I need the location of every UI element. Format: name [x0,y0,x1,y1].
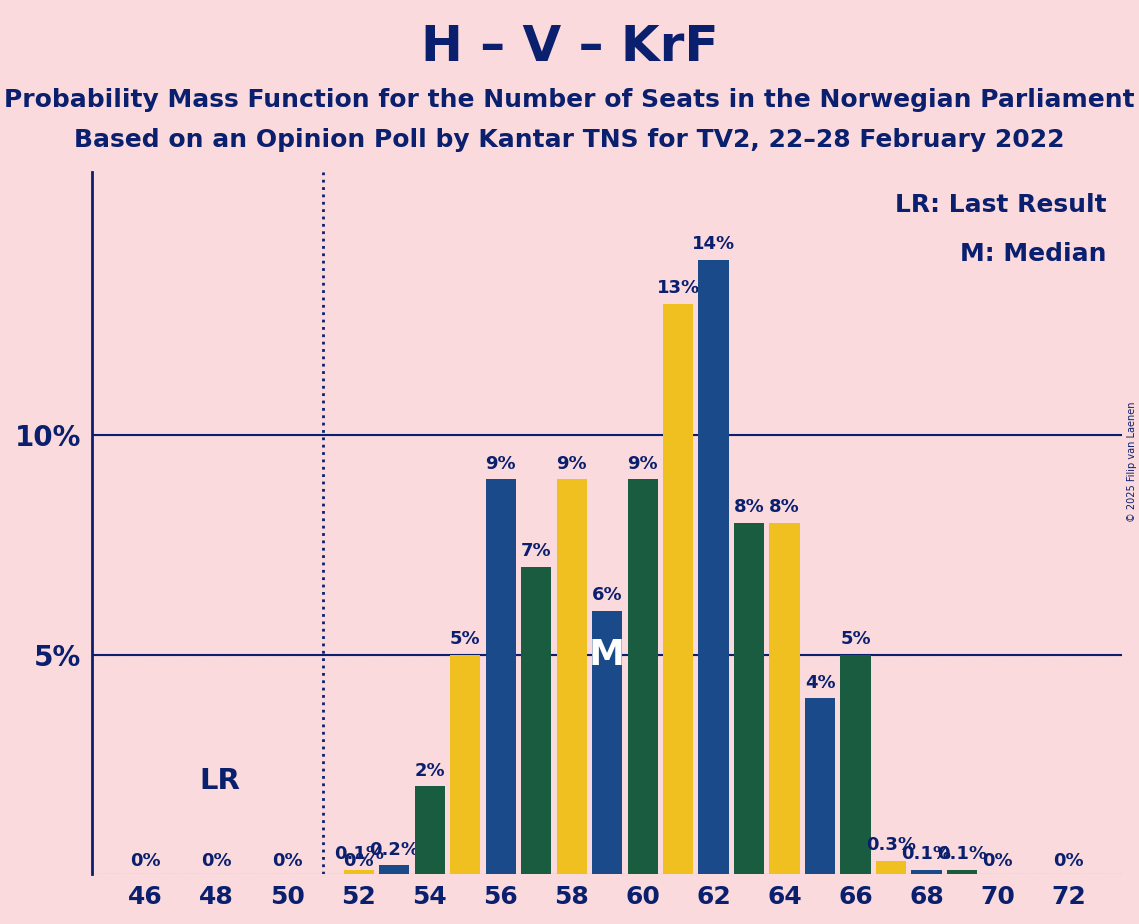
Text: Probability Mass Function for the Number of Seats in the Norwegian Parliament: Probability Mass Function for the Number… [5,88,1134,112]
Bar [379,865,409,874]
Text: 13%: 13% [656,279,699,298]
Bar [521,566,551,874]
Text: 7%: 7% [521,542,551,560]
Text: LR: Last Result: LR: Last Result [894,193,1106,217]
Text: 0.3%: 0.3% [866,836,916,854]
Text: M: M [589,638,625,672]
Bar [698,260,729,874]
Bar [911,869,942,874]
Text: 0.1%: 0.1% [902,845,951,863]
Text: 4%: 4% [805,674,835,692]
Text: 0%: 0% [982,852,1013,869]
Text: 9%: 9% [556,455,587,472]
Bar [947,869,977,874]
Text: 0.1%: 0.1% [334,845,384,863]
Text: 14%: 14% [693,236,735,253]
Bar [805,699,835,874]
Text: 9%: 9% [628,455,658,472]
Text: H – V – KrF: H – V – KrF [420,23,719,71]
Text: 0.2%: 0.2% [369,841,419,858]
Text: 0%: 0% [272,852,303,869]
Bar [450,654,481,874]
Bar [415,786,444,874]
Bar [876,861,907,874]
Bar [592,611,622,874]
Text: Based on an Opinion Poll by Kantar TNS for TV2, 22–28 February 2022: Based on an Opinion Poll by Kantar TNS f… [74,128,1065,152]
Text: © 2025 Filip van Laenen: © 2025 Filip van Laenen [1126,402,1137,522]
Bar [557,480,587,874]
Bar [628,480,657,874]
Text: 2%: 2% [415,761,445,780]
Text: 5%: 5% [450,630,481,648]
Text: 0%: 0% [130,852,161,869]
Text: 5%: 5% [841,630,871,648]
Text: 0%: 0% [202,852,232,869]
Text: 8%: 8% [734,498,764,517]
Text: 0%: 0% [343,852,374,869]
Text: 8%: 8% [769,498,800,517]
Text: 9%: 9% [485,455,516,472]
Text: LR: LR [199,767,240,795]
Text: 6%: 6% [592,586,622,604]
Bar [663,304,694,874]
Bar [344,869,374,874]
Bar [485,480,516,874]
Bar [770,523,800,874]
Text: 0.1%: 0.1% [937,845,988,863]
Text: 0%: 0% [1054,852,1084,869]
Bar [734,523,764,874]
Bar [841,654,870,874]
Text: M: Median: M: Median [960,242,1106,266]
